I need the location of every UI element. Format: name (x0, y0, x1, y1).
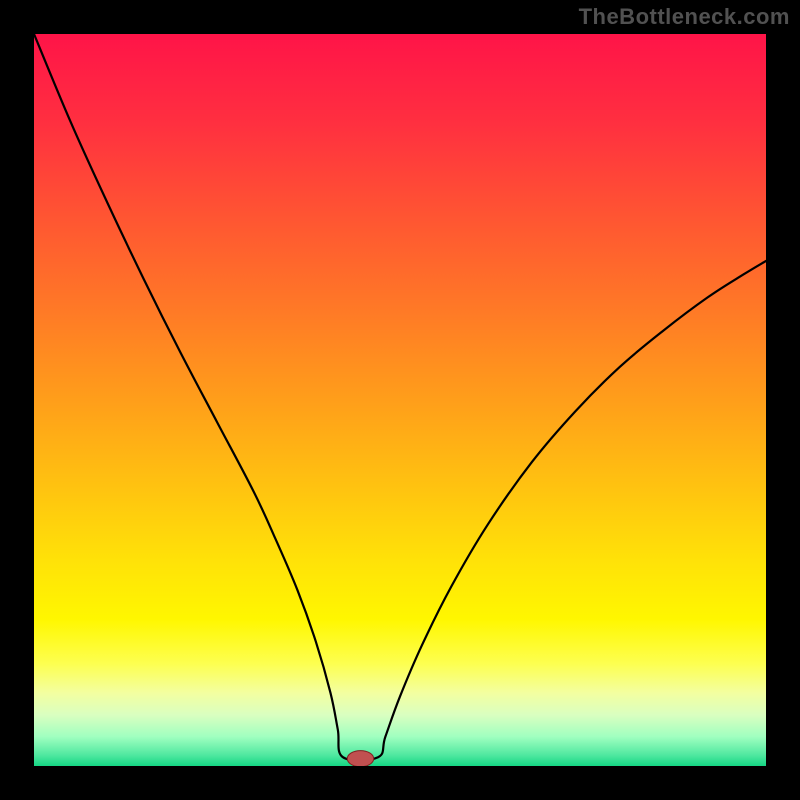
outer-frame: TheBottleneck.com (0, 0, 800, 800)
gradient-background (34, 34, 766, 766)
plot-svg (34, 34, 766, 766)
plot-area (34, 34, 766, 766)
watermark-text: TheBottleneck.com (579, 4, 790, 30)
minimum-marker (347, 751, 373, 766)
